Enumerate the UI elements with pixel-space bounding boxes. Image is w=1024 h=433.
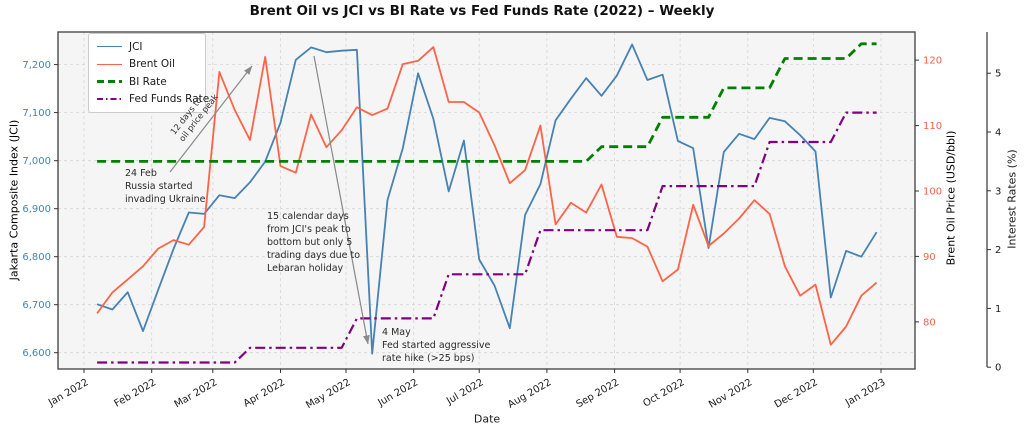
legend-line-jci bbox=[97, 46, 122, 48]
x-axis-title: Date bbox=[473, 412, 501, 426]
y-tick-label-rate: 1 bbox=[995, 304, 1001, 315]
y-tick-label-brent: 80 bbox=[923, 317, 936, 328]
y-tick-label-rate: 0 bbox=[995, 363, 1001, 374]
legend-line-bi-rate bbox=[97, 80, 122, 84]
x-tick-label: Apr 2022 bbox=[242, 377, 287, 409]
x-tick-label: Jan 2023 bbox=[843, 377, 888, 409]
y-tick-label-jci: 7,200 bbox=[22, 60, 51, 71]
series-line-fed-funds-rate bbox=[97, 111, 877, 364]
y-tick-label-jci: 7,100 bbox=[22, 108, 51, 119]
y-axis-title-rates: Interest Rates (%) bbox=[1005, 149, 1019, 249]
x-tick-label: Aug 2022 bbox=[506, 377, 553, 411]
y-tick-label-brent: 90 bbox=[923, 252, 936, 263]
x-tick-label: Mar 2022 bbox=[173, 377, 220, 410]
x-tick-label: Jul 2022 bbox=[444, 377, 486, 407]
chart-title: Brent Oil vs JCI vs BI Rate vs Fed Funds… bbox=[249, 3, 715, 19]
annotation-fed-rate-hike: 4 May Fed started aggressive rate hike (… bbox=[382, 327, 491, 364]
legend-label-jci: JCI bbox=[129, 40, 143, 53]
y-tick-label-jci: 6,700 bbox=[22, 300, 51, 311]
y-tick-label-brent: 100 bbox=[923, 187, 942, 198]
legend-label-bi-rate: BI Rate bbox=[129, 75, 167, 88]
y-tick-label-jci: 6,800 bbox=[22, 252, 51, 263]
legend-item-bi-rate: BI Rate bbox=[97, 76, 197, 88]
x-tick-label: Sep 2022 bbox=[574, 377, 621, 410]
y-tick-label-rate: 4 bbox=[995, 128, 1001, 139]
annotation-russia-invasion: 24 Feb Russia started invading Ukraine bbox=[125, 168, 206, 205]
x-tick-label: Oct 2022 bbox=[641, 377, 686, 409]
x-tick-label: Feb 2022 bbox=[113, 377, 159, 410]
y-tick-label-brent: 120 bbox=[923, 56, 942, 67]
legend-label-fed-funds-rate: Fed Funds Rate bbox=[129, 93, 210, 106]
annotation-lebaran-holiday: 15 calendar days from JCI's peak to bott… bbox=[267, 211, 361, 274]
y-tick-label-rate: 2 bbox=[995, 245, 1001, 256]
legend-line-brent-oil bbox=[97, 63, 122, 65]
legend-label-brent-oil: Brent Oil bbox=[129, 58, 175, 71]
y-axis-title-jci: Jakarta Composite Index (JCI) bbox=[7, 119, 21, 281]
legend: JCI Brent Oil BI Rate Fed Funds Rate bbox=[88, 33, 209, 113]
y-tick-label-jci: 6,600 bbox=[22, 348, 51, 359]
x-tick-label: Nov 2022 bbox=[707, 377, 754, 411]
legend-item-jci: JCI bbox=[97, 41, 197, 53]
x-tick-label: May 2022 bbox=[304, 377, 352, 411]
legend-line-fed-funds-rate bbox=[97, 98, 122, 101]
annotation-arrow-oil-peak bbox=[169, 65, 253, 173]
y-tick-label-rate: 3 bbox=[995, 186, 1001, 197]
plot-border bbox=[57, 31, 916, 370]
x-tick-label: Dec 2022 bbox=[773, 377, 820, 411]
legend-item-brent-oil: Brent Oil bbox=[97, 58, 197, 70]
y-tick-label-jci: 6,900 bbox=[22, 204, 51, 215]
x-tick-label: Jan 2022 bbox=[46, 377, 91, 409]
series-line-bi-rate bbox=[97, 42, 877, 163]
legend-item-fed-funds-rate: Fed Funds Rate bbox=[97, 93, 209, 105]
series-line-jci bbox=[96, 43, 878, 355]
x-tick-label: Jun 2022 bbox=[375, 377, 420, 409]
y-tick-label-rate: 5 bbox=[995, 69, 1001, 80]
y-tick-label-brent: 110 bbox=[923, 121, 942, 132]
series-line-brent-oil bbox=[96, 46, 878, 346]
y-axis-title-brent: Brent Oil Price (USD/bbl) bbox=[944, 130, 958, 266]
annotation-arrow-jci-drop bbox=[313, 55, 370, 345]
y-tick-label-jci: 7,000 bbox=[22, 156, 51, 167]
